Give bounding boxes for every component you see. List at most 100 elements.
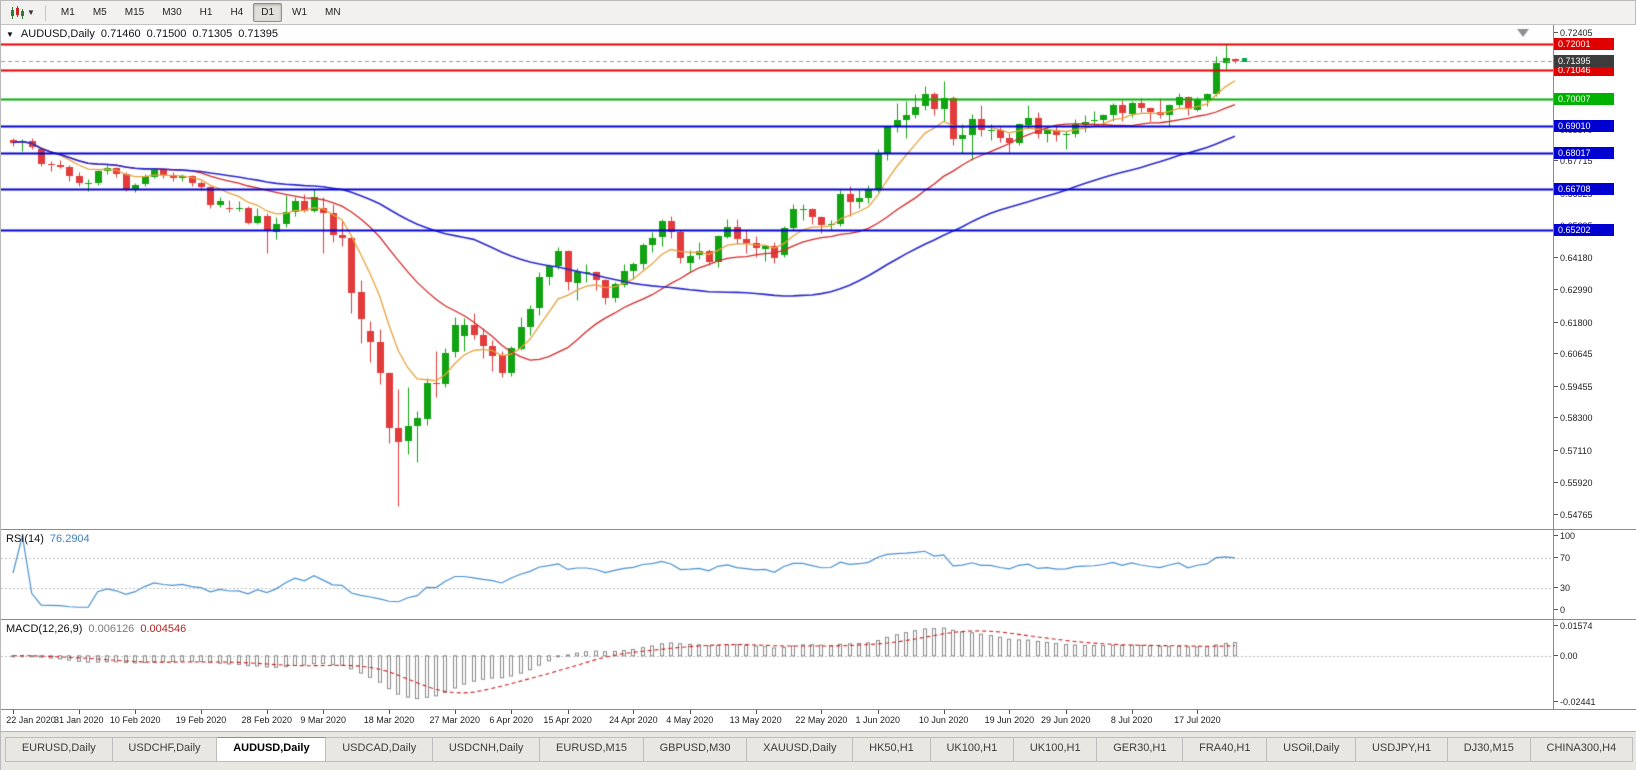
y-axis-tick: 0.62990 [1554,285,1593,296]
x-axis-label: 9 Mar 2020 [300,715,346,725]
rsi-axis-tick: 0 [1553,605,1566,615]
timeframe-button-m15[interactable]: M15 [124,7,145,18]
chart-tab-eurusd-daily[interactable]: EURUSD,Daily [5,737,113,762]
y-axis-tick: 0.59455 [1554,381,1593,392]
x-axis-tick-mark [79,710,80,714]
y-axis-tick: 0.55920 [1554,478,1593,489]
open-value: 0.71460 [100,28,141,40]
current-price-label: 0.71395 [1554,54,1614,67]
x-axis-tick-mark [389,710,390,714]
chart-tab-uk100-h1[interactable]: UK100,H1 [930,737,1015,762]
high-value: 0.71500 [146,28,187,40]
price-chart-canvas[interactable] [1,25,1553,529]
x-axis-label: 24 Apr 2020 [609,715,658,725]
chart-tabs-bar: EURUSD,Daily USDCHF,Daily AUDUSD,Daily USDC… [1,731,1636,770]
x-axis-label: 22 May 2020 [795,715,848,725]
price-line-label: 0.71046 [1554,64,1614,77]
y-axis-tick: 0.60645 [1554,349,1593,360]
chart-tab-fra40-h1[interactable]: FRA40,H1 [1183,737,1268,762]
chart-tab-hk50-h1[interactable]: HK50,H1 [853,737,931,762]
chart-tab-usoil-daily[interactable]: USOil,Daily [1267,737,1357,762]
chart-tab-audusd-daily[interactable]: AUDUSD,Daily [217,737,327,762]
x-axis-tick-mark [1066,710,1067,714]
x-axis-tick-mark [1009,710,1010,714]
rsi-axis[interactable]: 100 70 30 0 [1553,530,1636,619]
x-axis-label: 19 Jun 2020 [984,715,1035,725]
x-axis-tick-mark [568,710,569,714]
y-axis-tick: 0.72405 [1554,28,1593,39]
x-axis-tick-mark [267,710,268,714]
price-pane: 0.724050.712150.700600.688700.677150.665… [1,25,1636,529]
chart-tab-usdcnh-daily[interactable]: USDCNH,Daily [433,737,541,762]
y-axis-tick: 0.64180 [1554,252,1593,263]
timeframe-button-m1[interactable]: M1 [60,7,75,18]
y-axis-tick: 0.61800 [1554,317,1593,328]
macd-canvas[interactable] [1,620,1553,710]
close-value: 0.71395 [238,28,278,40]
chart-tab-uk100-h1[interactable]: UK100,H1 [1014,737,1098,762]
rsi-value: 76.2904 [49,533,90,545]
chart-ohlc-header: ▼ AUDUSD,Daily 0.71460 0.71500 0.71305 0… [6,28,278,40]
chart-tab-eurusd-m15[interactable]: EURUSD,M15 [540,737,644,762]
x-axis-tick-mark [135,710,136,714]
y-axis-tick: 0.57110 [1554,445,1592,456]
toolbar-separator [44,4,46,21]
x-axis-tick-mark [944,710,945,714]
price-line-label: 0.65202 [1554,223,1614,236]
y-axis-tick: 0.58300 [1554,413,1593,424]
x-axis-label: 6 Apr 2020 [489,715,533,725]
x-axis-tick-mark [821,710,822,714]
low-value: 0.71305 [192,28,233,40]
symbol-dropdown-icon[interactable]: ▼ [6,29,14,39]
macd-axis-tick: 0.01574 [1554,621,1593,631]
chart-tab-china300-h4[interactable]: CHINA300,H4 [1530,737,1634,762]
macd-axis-tick: -0.02441 [1554,697,1596,707]
price-axis[interactable]: 0.724050.712150.700600.688700.677150.665… [1553,25,1636,529]
price-line-label: 0.66708 [1554,182,1614,195]
y-axis-tick: 0.54765 [1554,509,1593,520]
x-axis-tick-mark [1197,710,1198,714]
y-axis-tick: 0.67715 [1554,156,1593,167]
timeframe-toolbar: ▼ M1 M5 M15 M30 H1 H4 D1 W1 MN [1,1,1635,25]
rsi-axis-tick: 30 [1553,582,1571,593]
x-axis-tick-mark [201,710,202,714]
macd-axis-tick: 0.00 [1554,650,1578,661]
x-axis-label: 10 Jun 2020 [918,715,969,725]
macd-axis[interactable]: 0.01574 0.00 -0.02441 [1553,620,1636,709]
chart-tab-usdjpy-h1[interactable]: USDJPY,H1 [1356,737,1448,762]
chart-tab-gbpusd-m30[interactable]: GBPUSD,M30 [643,737,748,762]
timeframe-button-d1[interactable]: D1 [253,3,283,22]
rsi-canvas[interactable] [1,530,1553,620]
timeframe-button-h4[interactable]: H4 [230,7,244,18]
timeframe-button-m5[interactable]: M5 [92,7,107,18]
chart-tab-usdchf-daily[interactable]: USDCHF,Daily [112,737,218,762]
price-line-label: 0.70007 [1554,92,1614,105]
timeframe-button-mn[interactable]: MN [325,7,341,18]
x-axis-tick-mark [455,710,456,714]
timeframe-button-h1[interactable]: H1 [199,7,213,18]
price-line-label: 0.69010 [1554,119,1614,132]
timeframe-button-m30[interactable]: M30 [162,7,182,18]
x-axis-tick-mark [633,710,634,714]
macd-title: MACD(12,26,9) [6,623,83,635]
chart-tab-dj30-m15[interactable]: DJ30,M15 [1447,737,1531,762]
timeframe-button-w1[interactable]: W1 [292,7,308,18]
x-axis-label: 18 Mar 2020 [363,715,415,725]
x-axis-tick-mark [878,710,879,714]
timeframe-buttons-group: M1 M5 M15 M30 H1 H4 D1 W1 MN [52,3,350,22]
chart-tab-ger30-h1[interactable]: GER30,H1 [1097,737,1184,762]
x-axis-label: 17 Jul 2020 [1174,715,1221,725]
charts-menu-icon[interactable]: ▼ [6,4,39,22]
rsi-axis-tick: 70 [1553,553,1571,564]
chart-tab-xauusd-daily[interactable]: XAUUSD,Daily [747,737,854,762]
rsi-title: RSI(14) [6,533,44,545]
x-axis-label: 4 May 2020 [666,715,714,725]
price-line-label: 0.72001 [1554,38,1614,51]
x-axis-label: 29 Jun 2020 [1041,715,1091,725]
time-axis[interactable]: 22 Jan 2020 31 Jan 2020 10 Feb 2020 19 Feb … [1,709,1636,731]
x-axis-label: 22 Jan 2020 [6,715,56,725]
x-axis-label: 28 Feb 2020 [241,715,293,725]
chart-tab-usdcad-daily[interactable]: USDCAD,Daily [326,737,434,762]
symbol-label: AUDUSD,Daily [20,28,95,40]
